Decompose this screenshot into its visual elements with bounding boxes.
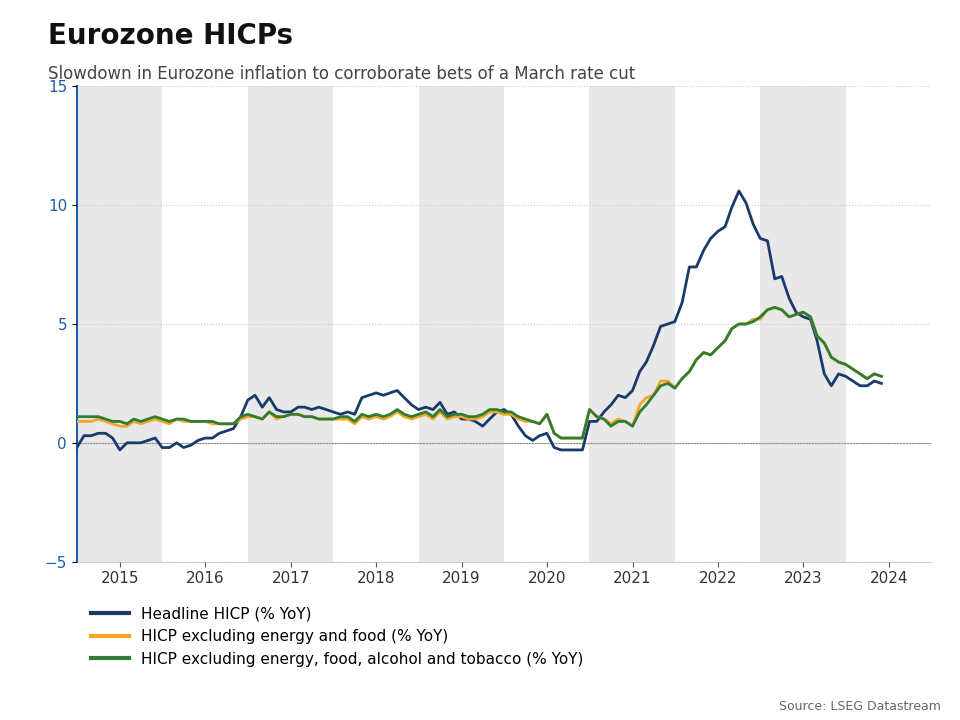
Line: Headline HICP (% YoY): Headline HICP (% YoY)	[77, 191, 881, 450]
Text: Eurozone HICPs: Eurozone HICPs	[48, 22, 293, 50]
Bar	[248, 86, 333, 562]
Text: Source: LSEG Datastream: Source: LSEG Datastream	[779, 700, 941, 713]
Bar	[77, 86, 162, 562]
Bar	[589, 86, 675, 562]
Line: HICP excluding energy and food (% YoY): HICP excluding energy and food (% YoY)	[77, 307, 881, 438]
Line: HICP excluding energy, food, alcohol and tobacco (% YoY): HICP excluding energy, food, alcohol and…	[77, 307, 881, 438]
Bar	[419, 86, 504, 562]
Bar	[760, 86, 846, 562]
Text: Slowdown in Eurozone inflation to corroborate bets of a March rate cut: Slowdown in Eurozone inflation to corrob…	[48, 65, 636, 83]
Legend: Headline HICP (% YoY), HICP excluding energy and food (% YoY), HICP excluding en: Headline HICP (% YoY), HICP excluding en…	[84, 600, 589, 672]
